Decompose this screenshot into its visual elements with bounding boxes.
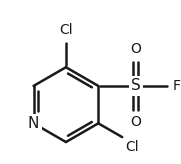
Text: N: N (28, 116, 39, 131)
Text: O: O (130, 115, 141, 129)
Text: O: O (130, 42, 141, 56)
Text: F: F (172, 79, 180, 93)
Text: S: S (131, 78, 141, 93)
Text: Cl: Cl (59, 23, 73, 37)
Text: Cl: Cl (125, 140, 139, 154)
